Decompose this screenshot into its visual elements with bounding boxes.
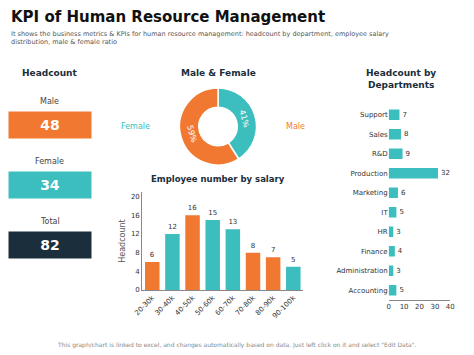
svg-text:3: 3 (396, 228, 400, 236)
svg-text:Female: Female (35, 157, 64, 166)
svg-text:20: 20 (415, 303, 424, 311)
svg-text:0: 0 (386, 303, 390, 311)
svg-text:8: 8 (404, 130, 408, 138)
svg-text:7: 7 (271, 246, 275, 254)
svg-text:Male: Male (40, 97, 59, 106)
svg-text:R&D: R&D (372, 150, 388, 158)
svg-text:Marketing: Marketing (353, 189, 388, 197)
svg-text:8: 8 (135, 249, 139, 257)
svg-text:16: 16 (131, 212, 140, 220)
svg-text:10: 10 (400, 303, 409, 311)
svg-text:12: 12 (131, 230, 140, 238)
svg-text:34: 34 (40, 177, 60, 193)
svg-text:This graph/chart is linked to: This graph/chart is linked to excel, and… (57, 341, 417, 349)
svg-text:0: 0 (135, 286, 139, 294)
svg-text:Headcount: Headcount (118, 219, 127, 263)
svg-text:80-90k: 80-90k (254, 293, 278, 317)
svg-text:9: 9 (406, 150, 410, 158)
svg-text:Headcount byDepartments: Headcount byDepartments (366, 68, 436, 90)
svg-text:20-30k: 20-30k (133, 293, 157, 317)
svg-text:Headcount: Headcount (22, 68, 77, 78)
svg-text:Male: Male (286, 122, 305, 131)
svg-text:Total: Total (40, 217, 60, 226)
svg-text:12: 12 (168, 223, 177, 231)
svg-text:50-60k: 50-60k (194, 293, 218, 317)
svg-text:40: 40 (446, 303, 455, 311)
svg-text:Production: Production (350, 170, 387, 178)
svg-text:3: 3 (396, 267, 400, 275)
svg-text:13: 13 (228, 218, 237, 226)
svg-text:Female: Female (121, 122, 150, 131)
svg-text:41%: 41% (237, 109, 251, 129)
svg-text:Support: Support (360, 111, 388, 119)
svg-text:40-50k: 40-50k (174, 293, 198, 317)
svg-text:30: 30 (430, 303, 439, 311)
svg-text:8: 8 (251, 242, 255, 250)
svg-text:Male & Female: Male & Female (181, 68, 256, 78)
svg-text:59%: 59% (185, 124, 199, 144)
svg-text:15: 15 (208, 209, 217, 217)
svg-text:16: 16 (188, 204, 197, 212)
svg-text:5: 5 (291, 256, 295, 264)
svg-text:60-70k: 60-70k (214, 293, 238, 317)
svg-text:70-80k: 70-80k (234, 293, 258, 317)
svg-text:Finance: Finance (361, 248, 388, 256)
svg-text:6: 6 (150, 251, 155, 259)
svg-text:48: 48 (40, 117, 59, 133)
svg-text:Employee number by salary: Employee number by salary (151, 174, 285, 184)
svg-text:Administration: Administration (336, 267, 387, 275)
svg-text:IT: IT (381, 209, 388, 217)
svg-text:It shows the business metrics: It shows the business metrics & KPIs for… (11, 30, 389, 46)
svg-text:KPI of Human Resource Manageme: KPI of Human Resource Management (11, 8, 325, 26)
svg-text:32: 32 (441, 169, 450, 177)
svg-text:Sales: Sales (369, 131, 388, 139)
svg-text:HR: HR (378, 228, 388, 236)
svg-text:90-100k: 90-100k (271, 293, 298, 320)
svg-text:Accounting: Accounting (349, 287, 388, 295)
svg-text:4: 4 (135, 268, 140, 276)
svg-text:82: 82 (40, 237, 59, 253)
svg-text:6: 6 (401, 189, 406, 197)
svg-text:5: 5 (399, 208, 403, 216)
svg-text:4: 4 (398, 247, 403, 255)
svg-text:30-40k: 30-40k (153, 293, 177, 317)
svg-text:20: 20 (131, 193, 140, 201)
svg-text:5: 5 (399, 286, 403, 294)
svg-text:7: 7 (402, 111, 406, 119)
